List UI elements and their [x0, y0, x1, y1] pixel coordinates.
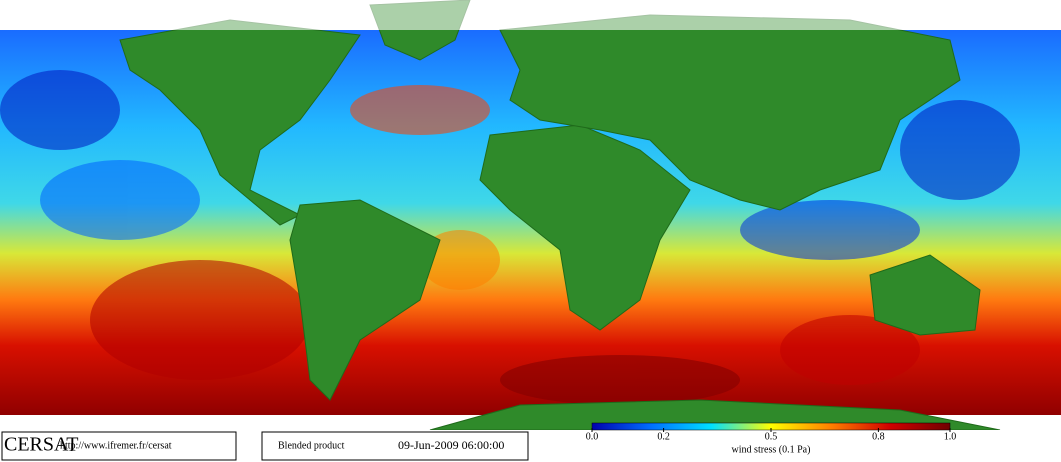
ocean-texture	[0, 70, 1020, 405]
colorbar-tick-label: 0.5	[765, 431, 778, 442]
land	[119, 0, 1001, 431]
colorbar-tick-label: 1.0	[944, 431, 957, 442]
timestamp: 09-Jun-2009 06:00:00	[398, 438, 504, 452]
product: Blended product	[278, 440, 345, 451]
colorbar-tick-label: 0.8	[872, 431, 885, 442]
map	[0, 0, 1061, 431]
logo-box	[1, 431, 237, 461]
colorbar-label: wind stress (0.1 Pa)	[732, 444, 811, 455]
url: http://www.ifremer.fr/cersat	[60, 440, 172, 451]
polar-mask	[0, 0, 1061, 30]
logo: CERSAT	[4, 434, 78, 456]
info-box	[261, 431, 529, 461]
colorbar-tick-label: 0.0	[586, 431, 599, 442]
colorbar-tick-label: 0.2	[657, 431, 670, 442]
